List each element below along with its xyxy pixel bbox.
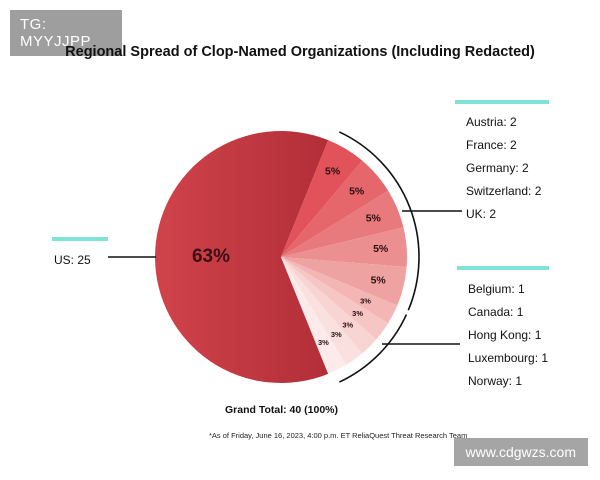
watermark-top-left: TG: MYYJJPP <box>10 10 122 56</box>
legend-item-france: France: 2 <box>466 138 517 152</box>
legend-item-luxembourg: Luxembourg: 1 <box>468 351 549 365</box>
pie-slice-hong-kong <box>281 257 377 354</box>
pie-slice-norway <box>281 257 398 324</box>
legend-item-germany: Germany: 2 <box>466 161 529 175</box>
legend-item-hong-kong: Hong Kong: 1 <box>468 328 542 342</box>
bracket-arc-2-orgs <box>338 131 420 311</box>
pct-label-canada: 3% <box>331 330 342 339</box>
bracket-arc-1-org <box>338 314 408 383</box>
pct-label-hong-kong: 3% <box>342 321 353 330</box>
pie-slice-uk <box>281 140 363 257</box>
legend-accent-bar <box>455 100 549 104</box>
legend-group-2-orgs: Austria: 2 France: 2 Germany: 2 Switzerl… <box>455 100 549 221</box>
legend-item-us: US: 25 <box>54 253 91 267</box>
legend-item-belgium: Belgium: 1 <box>468 282 525 296</box>
pie-slice-switzerland <box>281 160 389 257</box>
legend-accent-bar <box>457 266 549 270</box>
legend-item-uk: UK: 2 <box>466 207 497 221</box>
legend-item-norway: Norway: 1 <box>468 374 523 388</box>
legend-group-1-orgs: Belgium: 1 Canada: 1 Hong Kong: 1 Luxemb… <box>457 266 549 388</box>
legend-item-switzerland: Switzerland: 2 <box>466 184 542 198</box>
pct-label-switzerland: 5% <box>349 186 365 198</box>
pie-slice-belgium <box>281 257 347 374</box>
legend-item-canada: Canada: 1 <box>468 305 524 319</box>
pct-label-uk: 5% <box>325 165 341 177</box>
pct-label-us: 63% <box>192 246 230 267</box>
pct-label-luxembourg: 3% <box>352 309 363 318</box>
pct-label-france: 5% <box>373 243 389 255</box>
pct-label-germany: 5% <box>366 213 382 225</box>
chart-title: Regional Spread of Clop-Named Organizati… <box>65 44 535 60</box>
grand-total: Grand Total: 40 (100%) <box>225 404 338 416</box>
pie-slice-germany <box>281 190 404 257</box>
pie-slice-us <box>155 130 329 383</box>
legend-accent-bar <box>52 237 108 241</box>
pie-slice-austria <box>281 257 407 306</box>
pct-label-belgium: 3% <box>318 338 329 347</box>
footnote: *As of Friday, June 16, 2023, 4:00 p.m. … <box>209 431 468 440</box>
legend-us: US: 25 <box>52 237 108 267</box>
pct-label-norway: 3% <box>360 296 371 305</box>
pie-slice-france <box>281 227 408 267</box>
pie-slice-canada <box>281 257 363 365</box>
pct-label-austria: 5% <box>371 275 387 287</box>
pie-slice-luxembourg <box>281 257 389 340</box>
watermark-bottom-right: www.cdgwzs.com <box>453 438 588 466</box>
legend-item-austria: Austria: 2 <box>466 115 517 129</box>
